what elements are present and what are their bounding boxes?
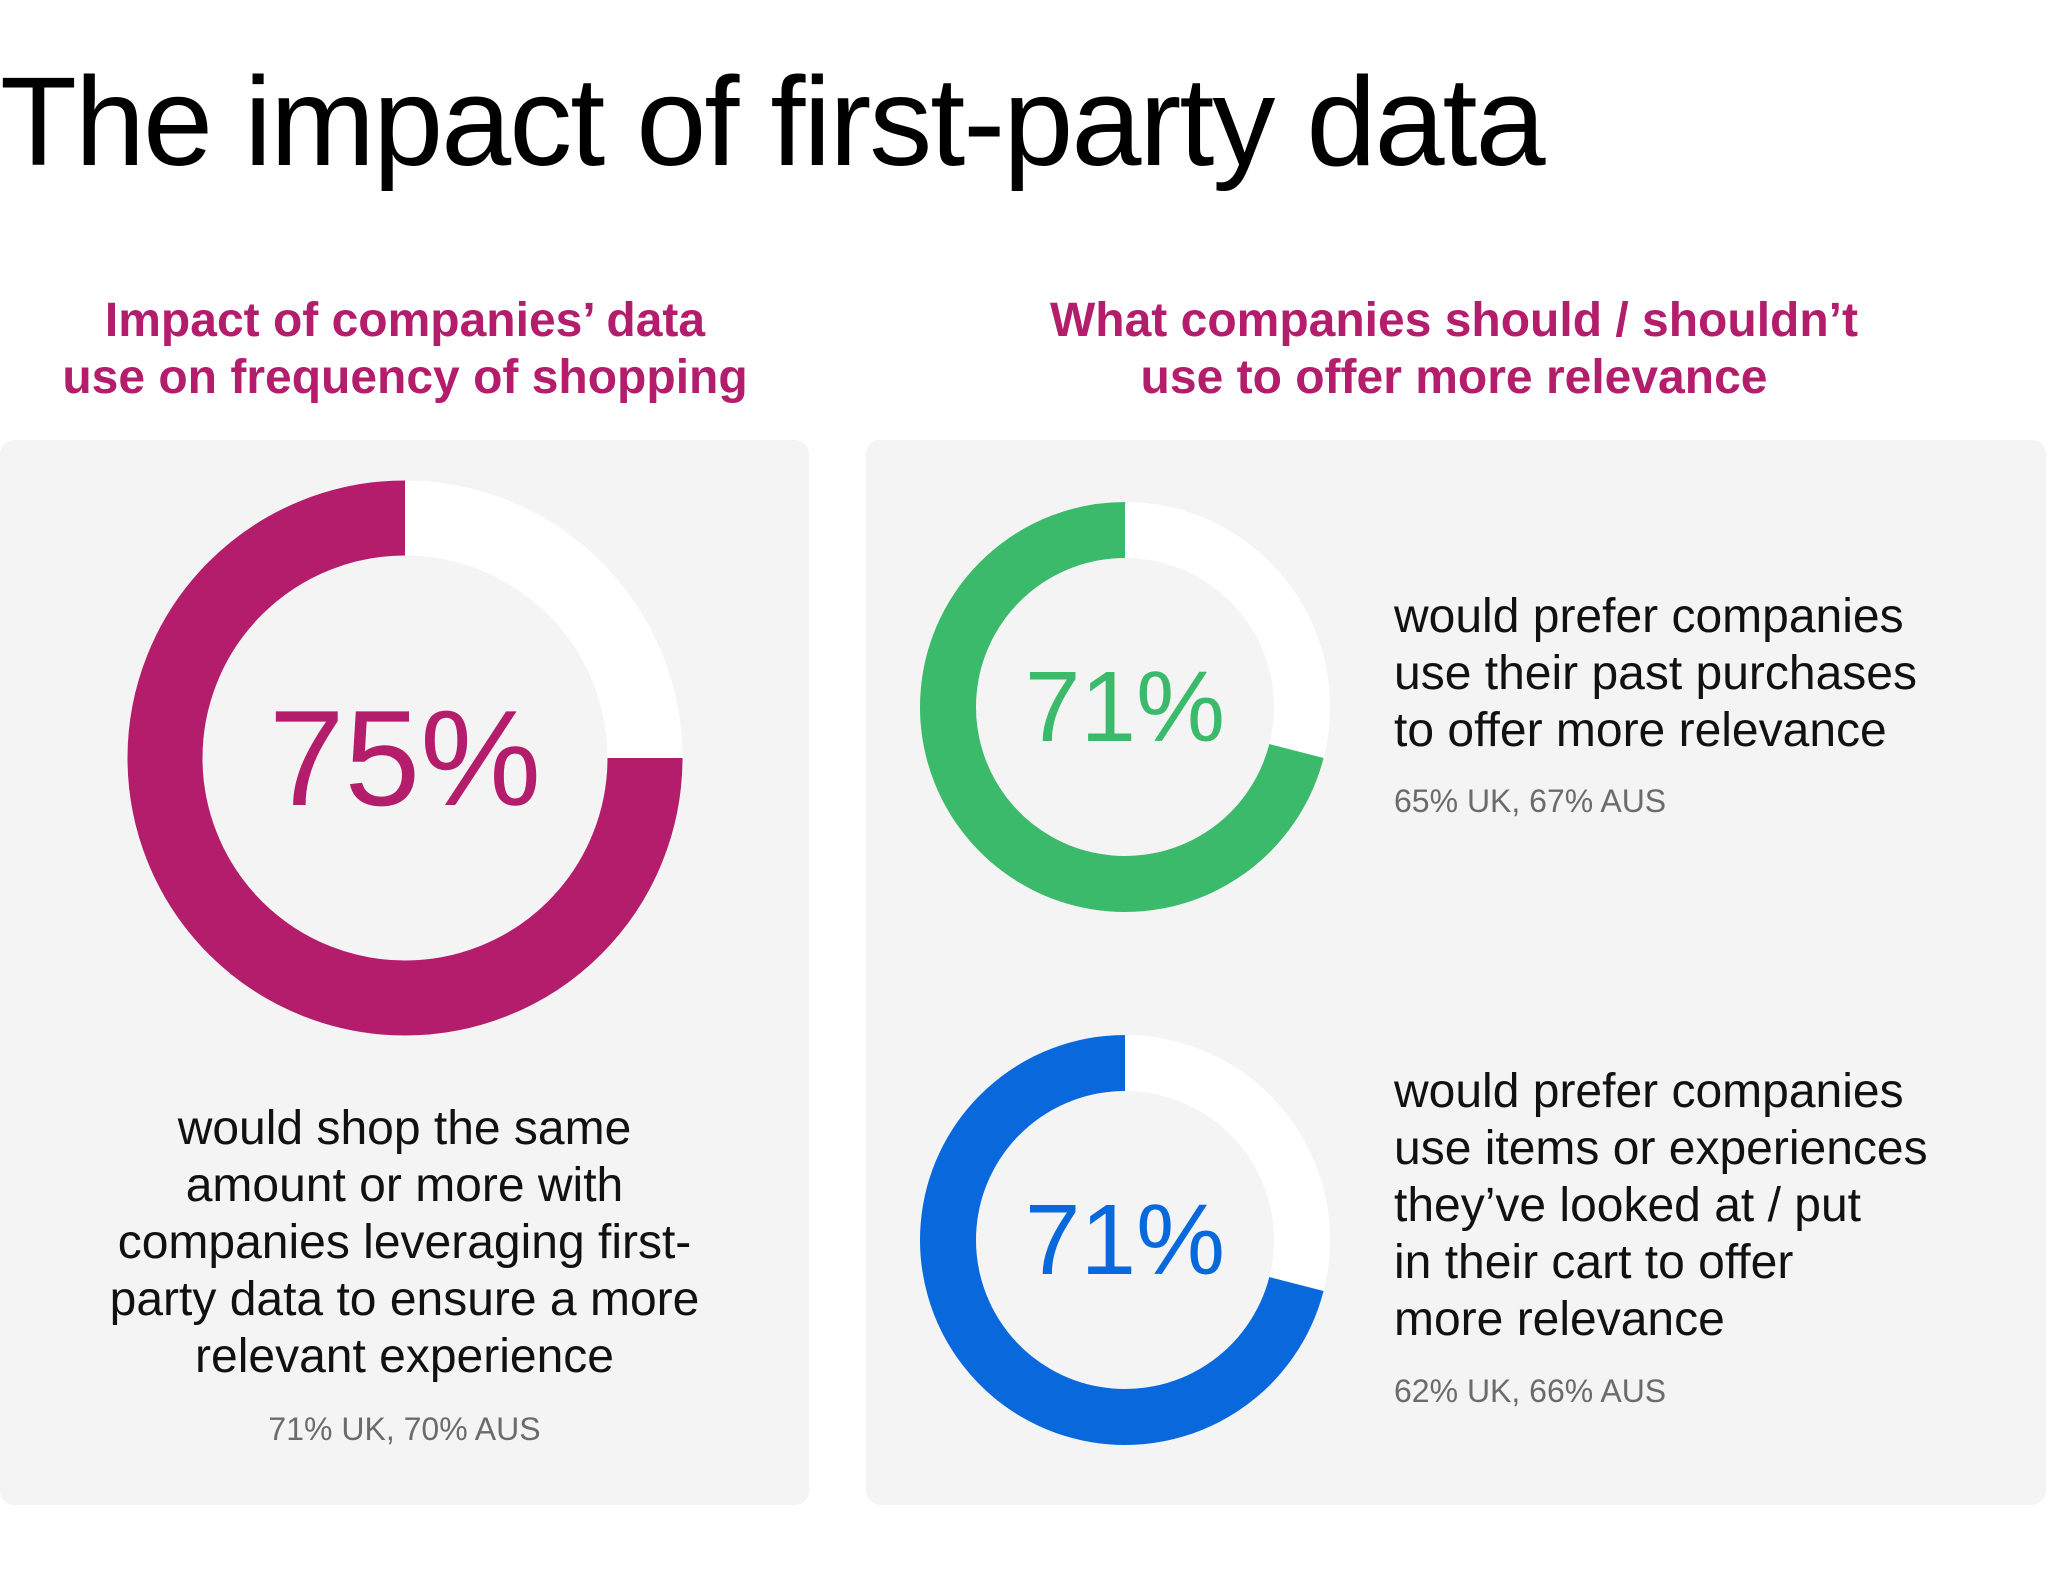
donut-chart-frequency: 75% [127, 480, 683, 1036]
heading-line: What companies should / shouldn’t [1049, 294, 1858, 347]
heading-line: use on frequency of shopping [62, 351, 748, 404]
description-line: to offer more relevance [1394, 704, 1887, 757]
section-heading-left: Impact of companies’ data use on frequen… [0, 292, 810, 406]
description-line: would prefer companies [1394, 1065, 1904, 1118]
donut-value-arc [920, 502, 1324, 912]
donut-description-frequency: would shop the same amount or more with … [0, 1100, 809, 1385]
donut-description-past-purchases: would prefer companies use their past pu… [1394, 588, 1917, 759]
regional-note-past-purchases: 65% UK, 67% AUS [1394, 783, 1667, 819]
donut-percent-label: 71% [1025, 1184, 1225, 1296]
donut-chart-past-purchases: 71% [920, 502, 1330, 912]
section-heading-right: What companies should / shouldn’t use to… [860, 292, 2048, 406]
regional-note-cart-items: 62% UK, 66% AUS [1394, 1373, 1667, 1409]
donut-percent-label: 75% [269, 682, 541, 834]
description-line: they’ve looked at / put [1394, 1179, 1861, 1232]
heading-line: Impact of companies’ data [104, 294, 706, 347]
heading-line: use to offer more relevance [1140, 351, 1768, 404]
description-line: use their past purchases [1394, 647, 1917, 700]
donut-percent-label: 71% [1025, 651, 1225, 763]
description-line: amount or more with [185, 1159, 624, 1212]
description-line: party data to ensure a more [109, 1273, 700, 1326]
description-line: relevant experience [195, 1330, 614, 1383]
donut-description-cart-items: would prefer companies use items or expe… [1394, 1063, 1928, 1348]
description-line: would prefer companies [1394, 590, 1904, 643]
donut-value-arc [127, 480, 683, 1036]
description-line: companies leveraging first- [117, 1216, 692, 1269]
description-line: would shop the same [177, 1102, 632, 1155]
donut-value-arc [920, 1035, 1324, 1445]
right-panel [866, 440, 2046, 1505]
page-title: The impact of first-party data [0, 51, 1546, 192]
description-line: more relevance [1394, 1293, 1725, 1346]
description-line: in their cart to offer [1394, 1236, 1794, 1289]
donut-chart-cart-items: 71% [920, 1035, 1330, 1445]
description-line: use items or experiences [1394, 1122, 1928, 1175]
regional-note-frequency: 71% UK, 70% AUS [268, 1411, 541, 1447]
